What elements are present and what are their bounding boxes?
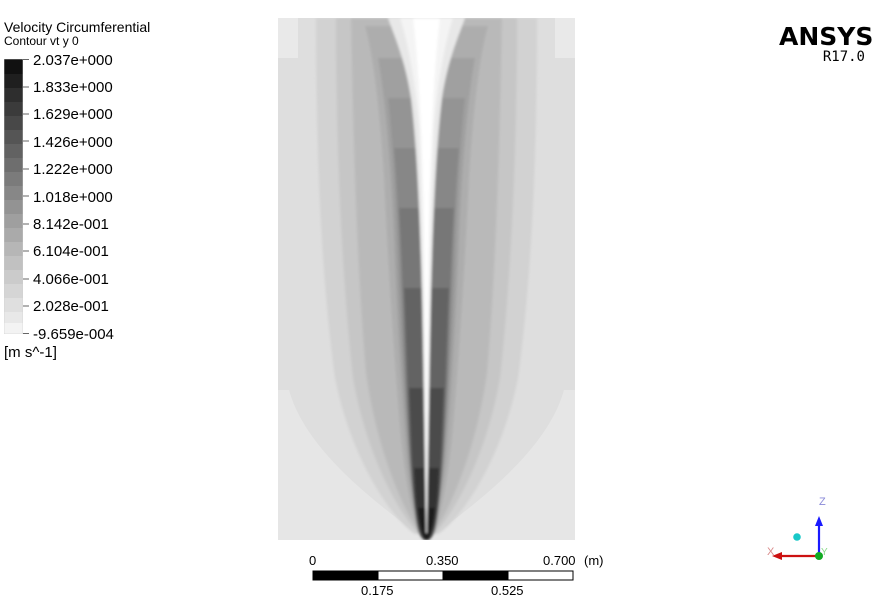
- legend-label: 6.104e-001: [33, 243, 109, 260]
- ansys-name: ANSYS: [779, 22, 874, 51]
- scale-label-top: 0: [309, 553, 317, 568]
- legend-label: 1.426e+000: [33, 134, 113, 151]
- legend-label: 4.066e-001: [33, 271, 109, 288]
- legend-unit: [m s^-1]: [4, 344, 57, 361]
- scale-label-bottom: 0.175: [361, 583, 394, 598]
- scale-label-top: 0.700: [543, 553, 576, 568]
- triad-y-label: Y: [821, 547, 828, 558]
- triad-x-label: X: [767, 546, 775, 558]
- legend-label: 2.037e+000: [33, 52, 113, 69]
- scale-unit: (m): [584, 553, 604, 568]
- scale-label-top: 0.350: [426, 553, 459, 568]
- legend-label: 1.833e+000: [33, 79, 113, 96]
- legend-label: 1.018e+000: [33, 189, 113, 206]
- legend-label: 8.142e-001: [33, 216, 109, 233]
- legend-subtitle: Contour vt y 0: [4, 34, 79, 48]
- ansys-logo: ANSYS R17.0: [779, 22, 874, 65]
- axis-triad-icon[interactable]: Z X Y: [760, 490, 840, 570]
- legend-label: 1.629e+000: [33, 106, 113, 123]
- ansys-version: R17.0: [822, 49, 865, 65]
- scale-label-bottom: 0.525: [491, 583, 524, 598]
- triad-z-label: Z: [819, 496, 826, 508]
- legend-label: -9.659e-004: [33, 326, 114, 343]
- color-legend-bar: [4, 59, 23, 334]
- legend-label: 1.222e+000: [33, 161, 113, 178]
- legend-title: Velocity Circumferential: [4, 19, 151, 35]
- legend-label: 2.028e-001: [33, 298, 109, 315]
- contour-plot[interactable]: [278, 18, 575, 540]
- legend-ticks: [23, 59, 29, 334]
